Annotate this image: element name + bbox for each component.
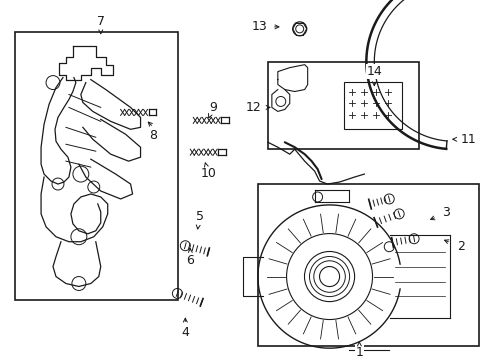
Bar: [257, 184, 478, 346]
Text: 2: 2: [456, 240, 464, 253]
Bar: [344, 82, 401, 129]
Text: 12: 12: [245, 101, 261, 114]
Text: 14: 14: [366, 65, 382, 78]
Text: 6: 6: [186, 254, 194, 267]
Text: 9: 9: [209, 101, 217, 114]
Text: 5: 5: [196, 210, 204, 223]
Text: 3: 3: [441, 206, 449, 219]
Text: 1: 1: [355, 346, 363, 359]
Text: 11: 11: [460, 133, 476, 146]
Text: 7: 7: [97, 15, 104, 28]
Text: 4: 4: [181, 326, 189, 339]
Bar: [267, 62, 418, 149]
Text: 13: 13: [251, 21, 267, 33]
Bar: [15, 32, 178, 301]
Text: 10: 10: [200, 167, 216, 180]
Text: 8: 8: [149, 129, 157, 142]
